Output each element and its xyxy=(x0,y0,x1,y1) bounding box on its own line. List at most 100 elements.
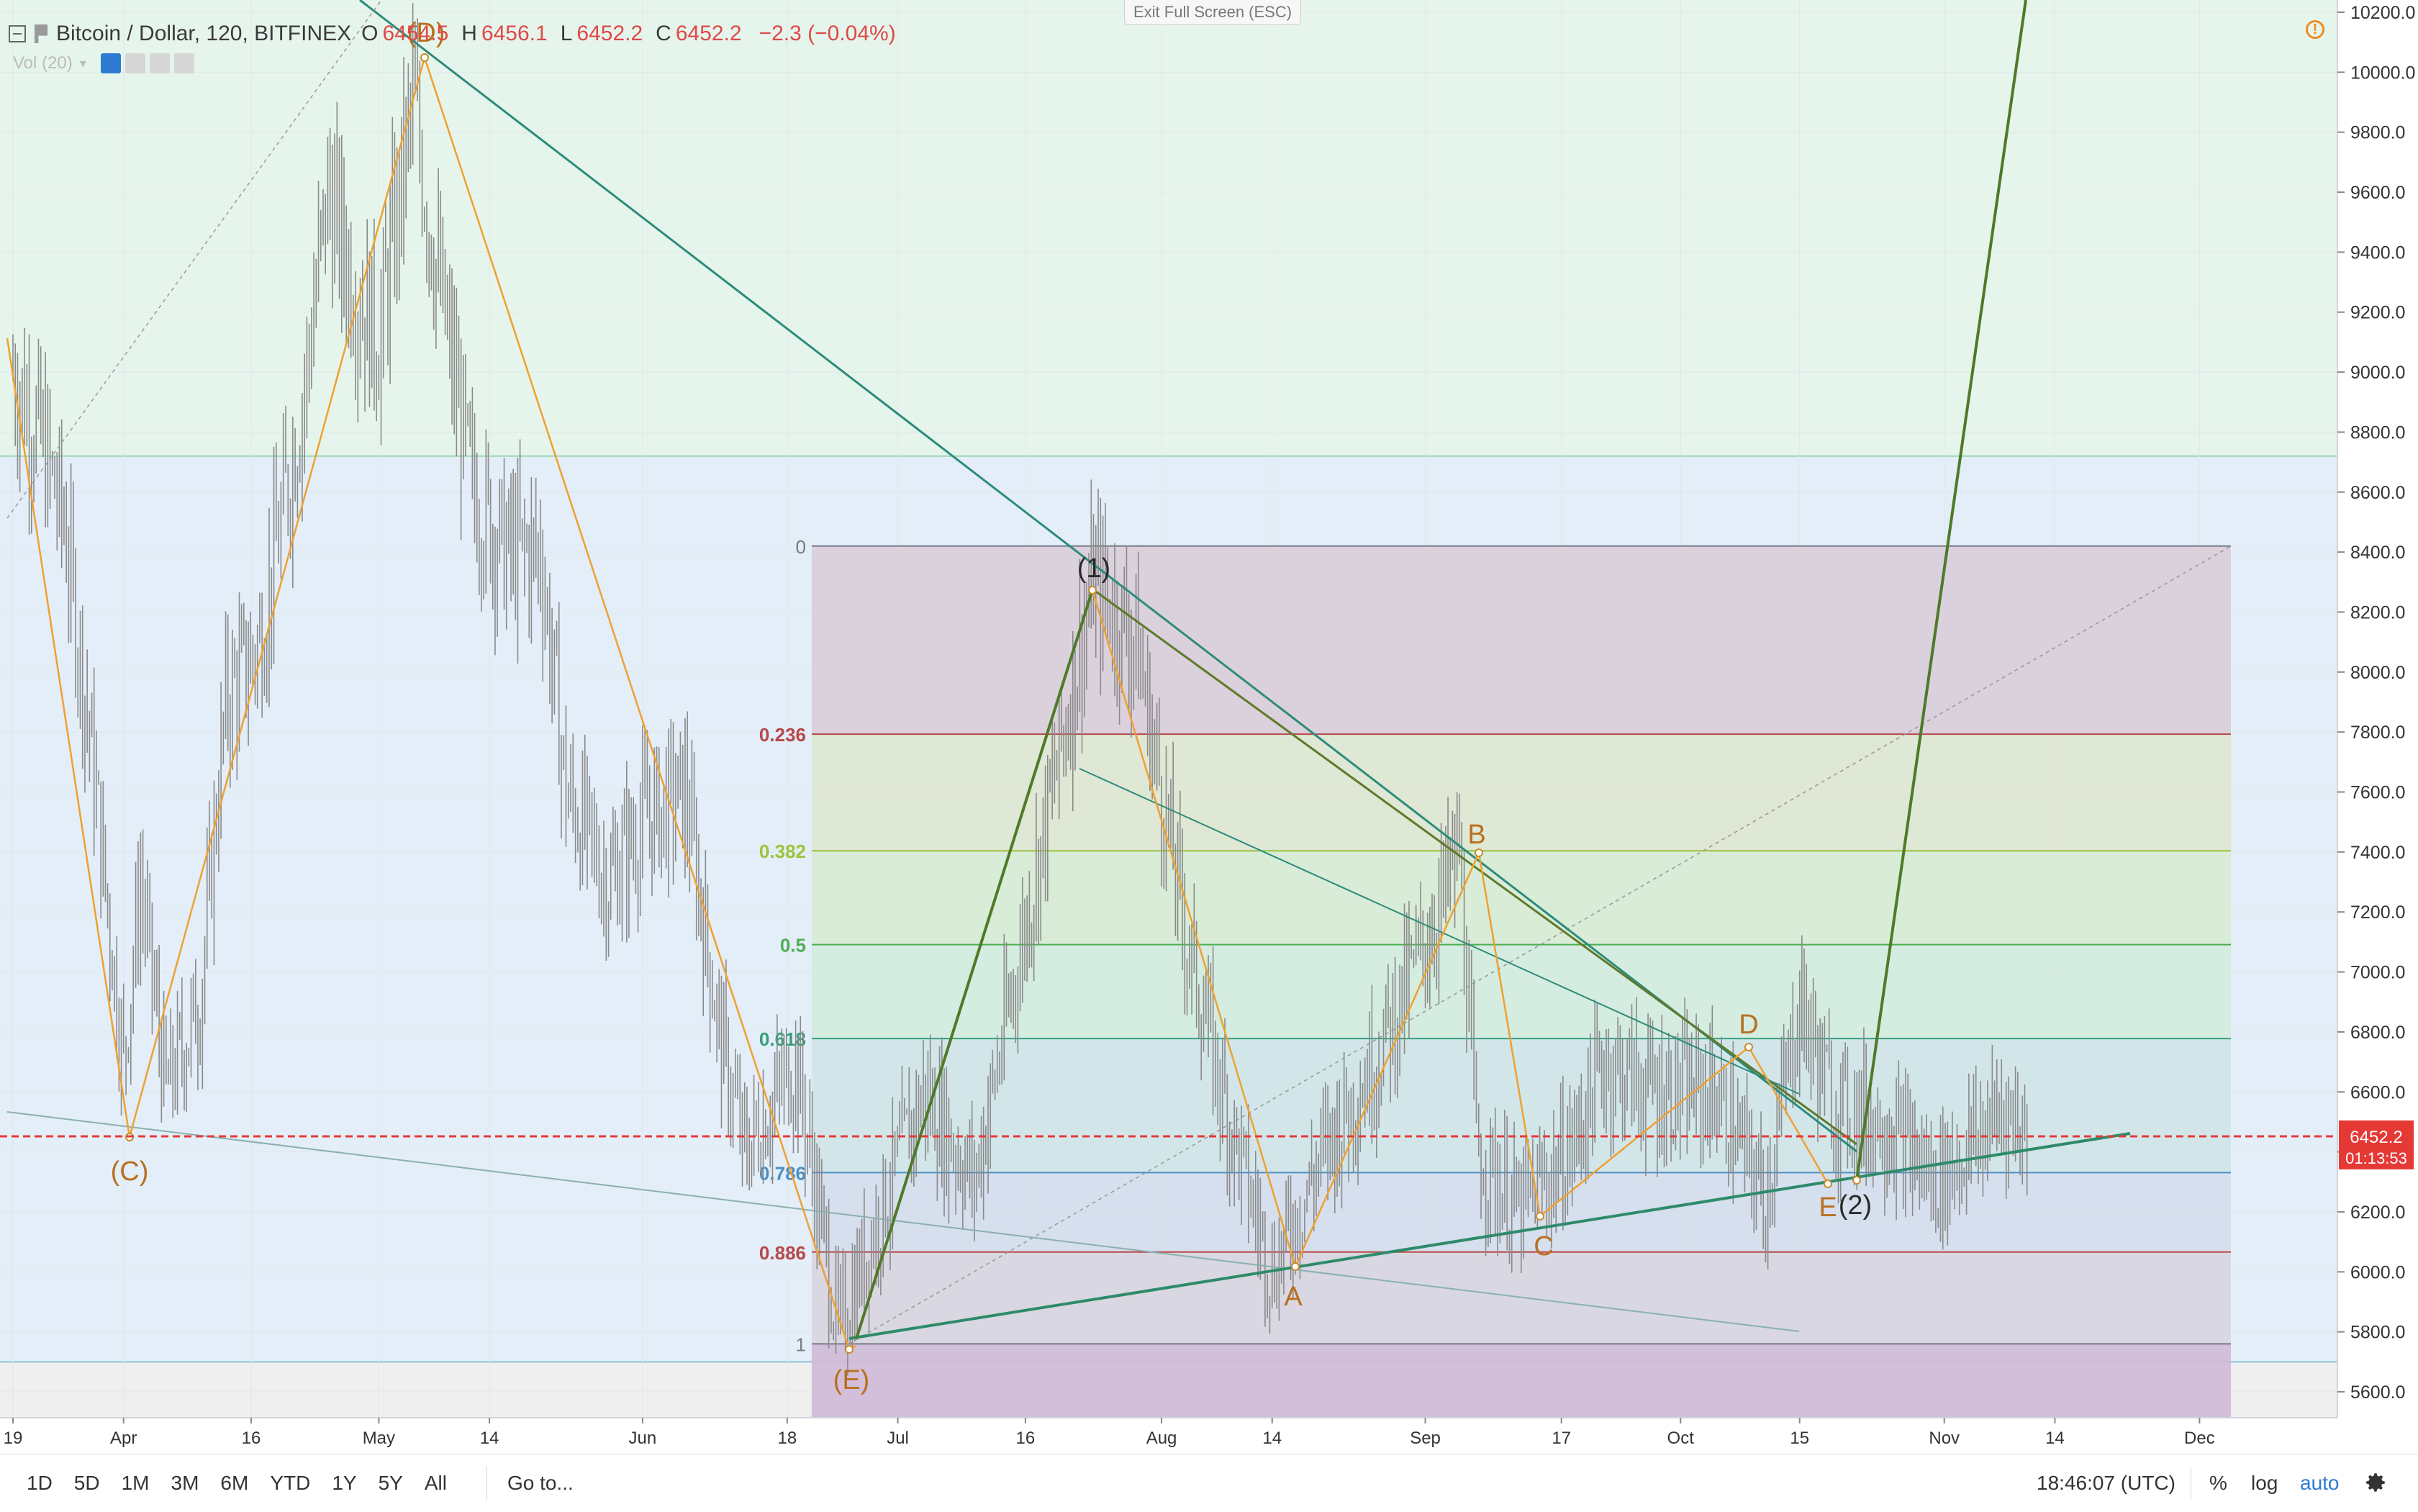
time-tick-label: Oct xyxy=(1667,1429,1695,1448)
log-scale-toggle[interactable]: log xyxy=(2251,1472,2278,1494)
warning-icon[interactable]: ! xyxy=(2306,20,2324,39)
zone-upper xyxy=(0,0,2337,456)
time-tick-label: May xyxy=(363,1429,395,1448)
close-icon[interactable] xyxy=(173,53,194,73)
price-tick-label: 6000.0 xyxy=(2350,1262,2405,1282)
symbol-legend: Bitcoin / Dollar, 120, BITFINEX O 6454.5… xyxy=(9,16,909,52)
wave-node xyxy=(420,53,429,62)
impulse-wave-1 xyxy=(855,589,1094,1339)
wave-label: (D) xyxy=(407,18,445,48)
price-tick-label: 7200.0 xyxy=(2350,902,2405,923)
price-tick-label: 8600.0 xyxy=(2350,483,2405,503)
wave-label: B xyxy=(1467,820,1485,850)
wave-label: E xyxy=(1819,1192,1837,1223)
impulse-wave-3 xyxy=(1855,0,2027,1181)
timeframe-5d[interactable]: 5D xyxy=(73,1472,100,1494)
fib-level-label: 0.886 xyxy=(759,1242,806,1264)
countdown-text: 01:13:53 xyxy=(2345,1149,2407,1167)
price-tick-label: 7400.0 xyxy=(2350,843,2405,863)
wave-node xyxy=(1475,848,1483,857)
timeframe-ytd[interactable]: YTD xyxy=(270,1472,311,1494)
price-tick-label: 8200.0 xyxy=(2350,602,2405,623)
time-tick-label: Apr xyxy=(110,1429,137,1448)
low-label: L xyxy=(560,22,573,45)
wave-node xyxy=(1088,586,1097,594)
trendline-dotted xyxy=(6,0,382,519)
price-tick-label: 7800.0 xyxy=(2350,723,2405,743)
fib-band xyxy=(812,734,2231,851)
fib-level-label: 0 xyxy=(796,536,806,558)
collapse-icon[interactable] xyxy=(9,25,26,42)
wave-path-major xyxy=(6,54,851,1350)
fib-retracement[interactable]: 0 0.236 0.382 0.5 0.618 0.786 0.886 1 xyxy=(759,536,2232,1418)
close-value: 6452.2 xyxy=(675,22,742,45)
gear-icon[interactable] xyxy=(2363,1470,2388,1495)
timeframe-5y[interactable]: 5Y xyxy=(378,1472,403,1494)
high-label: H xyxy=(461,22,477,45)
wave-label: (C) xyxy=(111,1156,149,1187)
time-axis-bg xyxy=(0,1418,2418,1454)
change-value: −2.3 (−0.04%) xyxy=(759,22,896,45)
price-tick-label: 8400.0 xyxy=(2350,543,2405,563)
time-tick-label: 14 xyxy=(2045,1429,2065,1448)
time-tick-label: 14 xyxy=(480,1429,499,1448)
last-price-badge xyxy=(2339,1120,2414,1169)
wave-node xyxy=(1744,1043,1753,1051)
time-tick-label: Aug xyxy=(1146,1429,1177,1448)
wave-node xyxy=(845,1345,853,1354)
time-tick-label: Sep xyxy=(1410,1429,1441,1448)
price-tick-label: 7000.0 xyxy=(2350,963,2405,983)
exit-fullscreen-button[interactable]: Exit Full Screen (ESC) xyxy=(1124,0,1302,25)
timeframe-3m[interactable]: 3M xyxy=(171,1472,199,1494)
wave-label: (2) xyxy=(1839,1190,1872,1221)
price-series xyxy=(12,3,2028,1376)
trendline-support xyxy=(848,1132,2131,1340)
fib-band xyxy=(812,546,2231,735)
volume-legend: Vol (20) ▾ xyxy=(13,50,194,76)
fib-band xyxy=(812,944,2231,1039)
price-tick-label: 6200.0 xyxy=(2350,1203,2405,1223)
close-label: C xyxy=(656,22,671,45)
last-price-text: 6452.2 xyxy=(2350,1128,2402,1147)
drawings[interactable] xyxy=(0,0,2337,1354)
time-tick-label: Jun xyxy=(629,1429,657,1448)
trendline-wave1 xyxy=(1093,589,1857,1146)
time-axis[interactable]: 19 Apr 16 May 14 Jun 18 Jul 16 Aug 14 Sep 17 Oct 15 Nov… xyxy=(0,1417,2418,1454)
price-tick-label: 6600.0 xyxy=(2350,1082,2405,1103)
price-tick-label: 10200.0 xyxy=(2350,3,2415,23)
auto-scale-toggle[interactable]: auto xyxy=(2300,1472,2340,1494)
settings-icon[interactable] xyxy=(124,53,145,73)
time-tick-label: 17 xyxy=(1552,1429,1571,1448)
flag-icon[interactable] xyxy=(35,24,47,43)
time-tick-label: 16 xyxy=(242,1429,261,1448)
time-tick-label: 15 xyxy=(1790,1429,1809,1448)
timeframe-1y[interactable]: 1Y xyxy=(332,1472,357,1494)
wave-label: A xyxy=(1284,1282,1303,1312)
plus-icon[interactable] xyxy=(149,53,170,73)
chevron-down-icon[interactable]: ▾ xyxy=(79,55,86,71)
trendline-mid xyxy=(1079,768,1800,1095)
eye-icon[interactable] xyxy=(100,53,121,73)
timeframe-1m[interactable]: 1M xyxy=(121,1472,150,1494)
price-tick-label: 9400.0 xyxy=(2350,243,2405,263)
timeframe-all[interactable]: All xyxy=(424,1472,447,1494)
price-tick-label: 9800.0 xyxy=(2350,123,2405,143)
fib-level-label: 0.786 xyxy=(759,1162,806,1184)
percent-scale-toggle[interactable]: % xyxy=(2209,1472,2227,1494)
timeframe-1d[interactable]: 1D xyxy=(27,1472,53,1494)
utc-clock[interactable]: 18:46:07 (UTC) xyxy=(2037,1472,2175,1494)
price-tick-label: 9200.0 xyxy=(2350,303,2405,323)
wave-node xyxy=(1291,1262,1300,1271)
open-value: 6454.5 xyxy=(382,22,449,45)
price-tick-label: 9600.0 xyxy=(2350,183,2405,203)
price-axis[interactable]: 10200.0 10000.0 9800.0 9600.0 9400.0 9200.0 90… xyxy=(2337,0,2418,1418)
goto-date-button[interactable]: Go to... xyxy=(486,1466,574,1500)
trendline-lower xyxy=(6,1111,1800,1332)
fib-level-label: 0.618 xyxy=(759,1028,806,1050)
volume-label[interactable]: Vol (20) xyxy=(13,53,73,73)
timeframe-6m[interactable]: 6M xyxy=(220,1472,249,1494)
price-tick-label: 8800.0 xyxy=(2350,422,2405,443)
wave-label: (1) xyxy=(1077,553,1110,584)
fib-level-label: 0.5 xyxy=(780,935,806,956)
